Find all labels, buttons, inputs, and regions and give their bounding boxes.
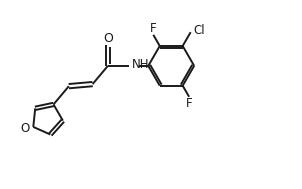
Text: F: F [186, 97, 192, 110]
Text: O: O [104, 33, 114, 45]
Text: Cl: Cl [193, 24, 205, 37]
Text: F: F [150, 22, 157, 35]
Text: NH: NH [131, 58, 149, 71]
Text: O: O [20, 122, 29, 135]
